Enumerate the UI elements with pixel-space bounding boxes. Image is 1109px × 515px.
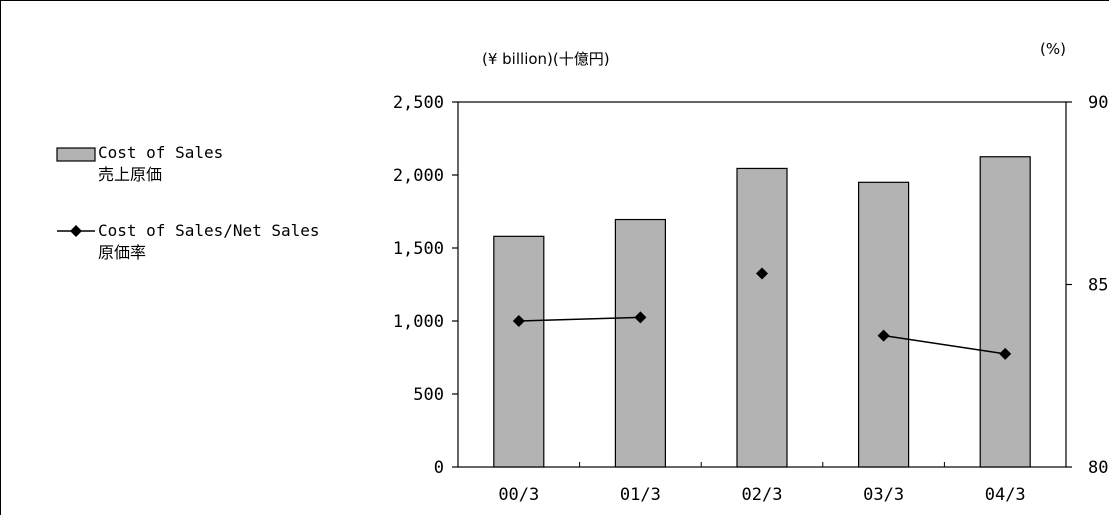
bar-cost-of-sales (736, 167, 788, 468)
x-axis-category-label: 01/3 (620, 485, 661, 505)
left-axis-tick-label: 0 (434, 458, 444, 478)
x-axis-category-label: 00/3 (498, 485, 539, 505)
left-axis-tick-label: 2,500 (393, 93, 444, 113)
ratio-marker-point (634, 311, 647, 324)
left-axis-unit-label: (¥ billion)(十億円) (482, 50, 610, 68)
left-axis-tick-label: 1,500 (393, 239, 444, 259)
legend-bar-swatch (56, 147, 96, 162)
ratio-line-segment (518, 316, 641, 322)
x-axis-category-label: 02/3 (742, 485, 783, 505)
ratio-marker-point (877, 329, 890, 342)
left-axis-tick-label: 1,000 (393, 312, 444, 332)
x-axis-category-label: 03/3 (863, 485, 904, 505)
left-axis-tick-label: 2,000 (393, 166, 444, 186)
right-axis-tick-label: 80 (1088, 458, 1108, 478)
legend-diamond-marker-icon (70, 225, 82, 237)
ratio-marker-point (756, 267, 768, 280)
ratio-marker-point (999, 347, 1012, 360)
legend-line-label: Cost of Sales/Net Sales (98, 221, 320, 240)
x-axis-category-label: 04/3 (985, 485, 1026, 505)
legend-bar-label: Cost of Sales (98, 143, 223, 162)
legend-bar-label-ja: 売上原価 (98, 165, 162, 184)
bar-cost-of-sales (857, 181, 910, 468)
left-axis-tick-label: 500 (413, 385, 444, 405)
bar-cost-of-sales (979, 156, 1031, 468)
chart-marks: 2,500 2,000 1,500 1,000 500 0 90 85 80 00/3 01/3 02… (393, 93, 1109, 505)
right-axis-tick-label: 85 (1088, 276, 1108, 296)
bar-cost-of-sales (493, 235, 545, 468)
right-axis-tick-label: 90 (1088, 93, 1108, 113)
right-axis-unit-label: (%) (1040, 40, 1066, 58)
legend-line-label-ja: 原価率 (98, 243, 146, 262)
ratio-line-segment (883, 334, 1006, 355)
bar-cost-of-sales (614, 218, 667, 468)
ratio-marker-point (512, 315, 525, 327)
